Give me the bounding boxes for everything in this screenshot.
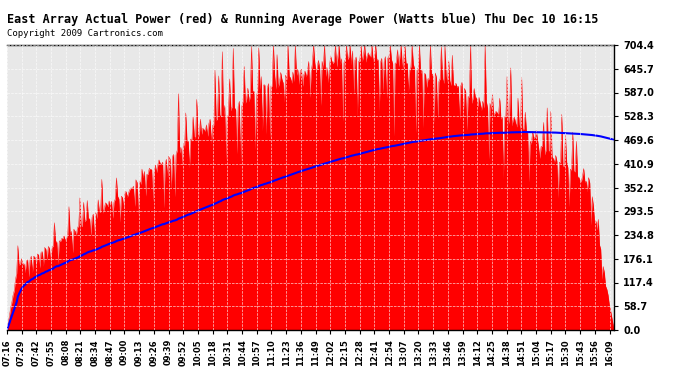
Text: East Array Actual Power (red) & Running Average Power (Watts blue) Thu Dec 10 16: East Array Actual Power (red) & Running … xyxy=(7,13,598,26)
Text: Copyright 2009 Cartronics.com: Copyright 2009 Cartronics.com xyxy=(7,29,163,38)
